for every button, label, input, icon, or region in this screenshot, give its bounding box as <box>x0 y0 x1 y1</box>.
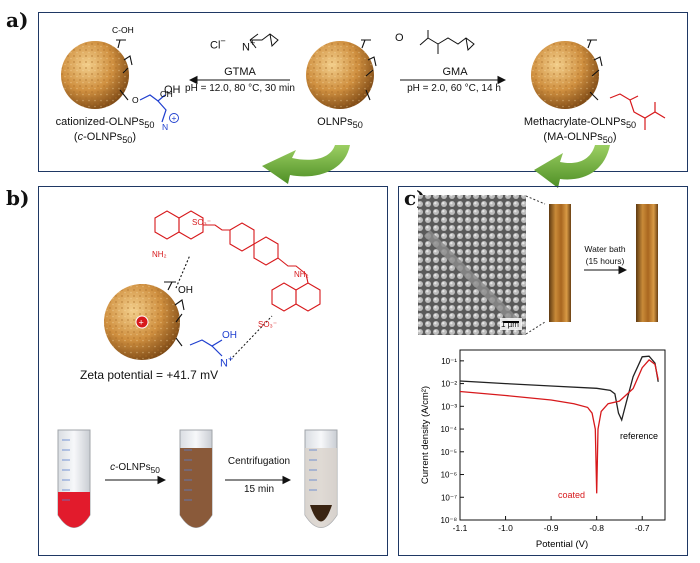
x-ticks: -1.1 -1.0 -0.9 -0.8 -0.7 <box>453 516 650 533</box>
positive-charge-sign: + <box>139 318 144 328</box>
structure-left-cationic <box>139 94 167 123</box>
step-centrifugation: Centrifugation <box>227 456 291 467</box>
y-tick-label: 10⁻⁴ <box>440 425 457 434</box>
structure-gma <box>419 30 475 54</box>
positive-charge-icon <box>135 315 149 329</box>
chem-cooh-left: C-OH <box>112 25 134 35</box>
water-bath-duration: (15 hours) <box>585 256 625 266</box>
strip-after <box>636 204 658 322</box>
y-tick-label: 10⁻¹ <box>441 357 457 366</box>
x-tick-label: -0.9 <box>544 523 559 533</box>
y-tick-label: 10⁻³ <box>441 402 457 411</box>
chem-o-left: O <box>132 95 139 105</box>
product-left-name: cationized-OLNPs50 <box>55 116 155 131</box>
conditions-gma: pH = 2.0, 60 °C, 14 h <box>407 83 501 94</box>
panel-a-box <box>38 12 688 172</box>
chem-n-left: N <box>162 122 168 132</box>
chem-oh-cationic: OH <box>164 84 181 96</box>
tube-mixed <box>179 429 213 528</box>
chem-so3-bottom: SO₃⁻ <box>258 320 278 329</box>
x-tick-label: -0.8 <box>589 523 604 533</box>
legend-coated: coated <box>558 490 585 500</box>
panel-label-a: a) <box>6 8 29 32</box>
series-line-coated <box>459 359 659 494</box>
y-tick-label: 10⁻⁷ <box>441 493 457 502</box>
scale-bar-label: 1 µm <box>501 320 519 329</box>
reagent-gtma: GTMA <box>224 66 256 78</box>
structure-right <box>587 39 603 101</box>
sem-crack <box>424 230 520 326</box>
product-right-name: Methacrylate-OLNPs50 <box>523 116 637 131</box>
chem-nh2-left: NH₂ <box>152 250 167 259</box>
structure-center <box>361 39 377 101</box>
zoom-line-top <box>525 195 546 205</box>
tube-before <box>57 429 91 528</box>
panel-b-box <box>38 186 388 556</box>
structure-right-methacrylate <box>609 93 666 130</box>
plus-sign-left: + <box>172 113 177 123</box>
panel-label-b: b) <box>6 186 30 210</box>
reagent-gma: GMA <box>442 66 468 78</box>
chem-oh-b: OH <box>178 285 193 296</box>
chem-o-gma: O <box>395 32 404 44</box>
product-right-abbr: (MA-OLNPs50) <box>543 131 617 146</box>
x-tick-label: -0.7 <box>635 523 650 533</box>
strip-before <box>549 204 571 322</box>
green-arrow-right <box>534 145 610 188</box>
y-axis-title: Current density (A/cm²) <box>420 386 431 484</box>
x-tick-label: -1.0 <box>498 523 513 533</box>
step-add-particles: c-OLNPs50 <box>110 462 160 475</box>
y-tick-label: 10⁻² <box>441 380 457 389</box>
structure-b-black <box>164 254 191 347</box>
y-tick-label: 10⁻⁶ <box>441 471 457 480</box>
dye-congo-red <box>154 210 321 312</box>
chem-n-b: N+ <box>220 354 234 370</box>
sphere-left <box>61 41 129 109</box>
conditions-gtma: pH = 12.0, 80 °C, 30 min <box>185 83 295 94</box>
legend-reference: reference <box>620 431 658 441</box>
chart-series <box>459 355 659 494</box>
chart-plot-area <box>459 349 666 521</box>
y-tick-label: 10⁻⁸ <box>441 516 458 525</box>
panel-c-box <box>398 186 688 556</box>
chem-oh-b-blue: OH <box>222 330 237 341</box>
chem-so3-top: SO₃⁻ <box>192 218 212 227</box>
sphere-center <box>306 41 374 109</box>
sphere-right <box>531 41 599 109</box>
plus-circle-left <box>169 113 179 123</box>
step-duration: 15 min <box>243 484 274 495</box>
product-left-abbr: (c-OLNPs50) <box>73 131 137 146</box>
structure-b-blue <box>189 339 223 357</box>
tube-centrifuged <box>304 429 338 528</box>
structure-gtma <box>249 33 279 49</box>
product-center-name: OLNPs50 <box>317 116 363 131</box>
zeta-potential: Zeta potential = +41.7 mV <box>80 368 219 382</box>
x-tick-label: -1.1 <box>453 523 468 533</box>
chem-cl-label: Cl− <box>210 36 226 52</box>
series-line-reference <box>459 355 659 422</box>
x-axis-title: Potential (V) <box>536 539 588 550</box>
y-tick-label: 10⁻⁵ <box>441 448 457 457</box>
y-ticks: 10⁻⁸ 10⁻⁷ 10⁻⁶ 10⁻⁵ 10⁻⁴ 10⁻³ 10⁻² 10⁻¹ <box>440 357 464 525</box>
chem-oh-left: OH <box>160 89 173 99</box>
structure-left <box>116 39 133 101</box>
chem-nh2-right: NH₂ <box>294 270 309 279</box>
green-arrow-left <box>262 145 350 184</box>
chem-n-gtma: N+ <box>242 38 256 54</box>
water-bath-label: Water bath <box>584 244 626 254</box>
